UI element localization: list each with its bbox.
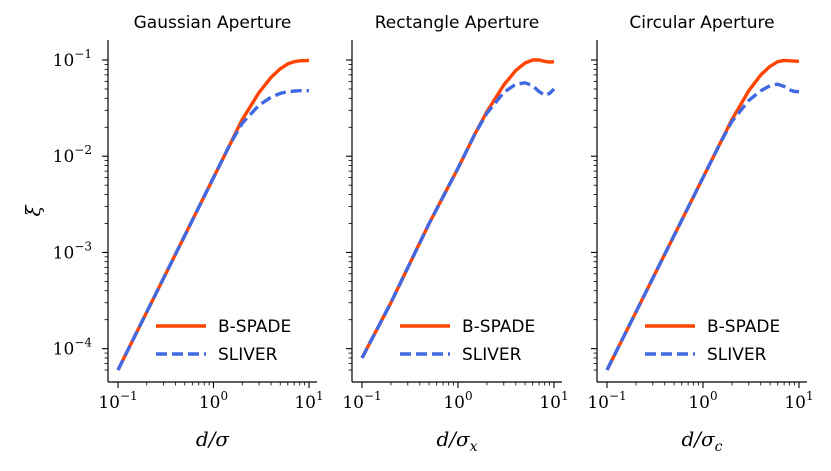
- legend-label-sliver: SLIVER: [707, 345, 767, 365]
- x-axis-label: d/σx: [436, 427, 477, 455]
- y-tick-label: 10−2: [53, 143, 92, 167]
- y-tick-label: 10−4: [53, 336, 93, 360]
- x-tick-label: 10−1: [587, 389, 626, 413]
- series-line-sliver: [605, 82, 799, 371]
- series-line-b-spade: [360, 58, 555, 359]
- x-tick-label: 100: [199, 389, 228, 413]
- y-axis-label: ξ: [21, 205, 45, 217]
- legend-label-b-spade: B-SPADE: [707, 317, 780, 337]
- chart-panel-3: Circular Aperture 10−1 100 101 d/σc B-SPADE SL…: [587, 13, 813, 455]
- legend: B-SPADE SLIVER: [645, 317, 780, 365]
- series-line-sliver: [360, 81, 556, 359]
- x-tick-label: 100: [688, 389, 717, 413]
- x-tick-label: 101: [294, 389, 323, 413]
- x-tick-label: 10−1: [342, 389, 381, 413]
- chart-panel-1: Gaussian Aperture 10−1 100 101 10−4 10−3 10−2 1…: [21, 13, 324, 451]
- chart-panel-2: Rectangle Aperture 10−1 100 101 d/σx B-SPADE S…: [342, 13, 568, 455]
- y-tick-label: 10−1: [53, 47, 92, 71]
- chart-title: Gaussian Aperture: [134, 13, 292, 33]
- x-tick-label: 101: [784, 389, 813, 413]
- legend-label-b-spade: B-SPADE: [462, 317, 535, 337]
- legend: B-SPADE SLIVER: [400, 317, 535, 365]
- x-axis-label: d/σc: [681, 427, 722, 455]
- y-tick-label: 10−3: [53, 239, 92, 263]
- legend: B-SPADE SLIVER: [156, 317, 291, 365]
- legend-label-b-spade: B-SPADE: [218, 317, 291, 337]
- series-line-sliver: [116, 88, 309, 371]
- legend-label-sliver: SLIVER: [462, 345, 522, 365]
- x-tick-label: 10−1: [98, 389, 137, 413]
- x-axis-label: d/σ: [196, 427, 231, 451]
- x-tick-label: 100: [443, 389, 472, 413]
- chart-title: Rectangle Aperture: [375, 13, 539, 33]
- chart-title: Circular Aperture: [629, 13, 774, 33]
- legend-label-sliver: SLIVER: [218, 345, 278, 365]
- x-tick-label: 101: [539, 389, 568, 413]
